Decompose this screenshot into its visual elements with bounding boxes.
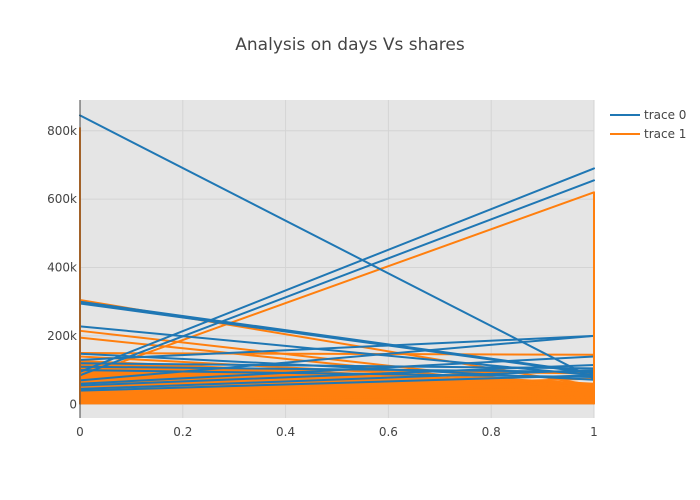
trace-1-segment: [79, 191, 595, 378]
trace-0-segment: [79, 369, 595, 378]
y-tick-label: 600k: [47, 192, 77, 206]
trace-1-segment: [79, 352, 595, 356]
trace-0-segment: [79, 167, 595, 373]
y-tick-label: 400k: [47, 261, 77, 275]
x-tick-label: 0.6: [379, 425, 398, 439]
x-tick-label: 0.4: [276, 425, 295, 439]
y-tick-label: 200k: [47, 329, 77, 343]
axes: 0 0.2 0.4 0.6 0.8 1 0 200k 400k 600k 800k: [47, 100, 598, 439]
trace-0-segment: [79, 334, 595, 382]
legend-label-trace-1: trace 1: [644, 127, 686, 141]
trace-1-segment: [79, 377, 595, 396]
x-tick-label: 1: [590, 425, 598, 439]
series-lines: [79, 114, 595, 405]
legend: trace 0 trace 1: [610, 108, 686, 141]
trace-0-segment: [79, 374, 595, 392]
x-tick-label: 0.8: [482, 425, 501, 439]
x-tick-label: 0.2: [173, 425, 192, 439]
y-tick-label: 0: [69, 397, 77, 411]
trace-1-segment: [79, 396, 595, 404]
trace-0-segment: [79, 334, 595, 361]
trace-0-segment: [79, 355, 595, 385]
x-tick-label: 0: [76, 425, 84, 439]
legend-label-trace-0: trace 0: [644, 108, 686, 122]
trace-0-segment: [79, 179, 595, 377]
trace-0-segment: [79, 369, 595, 390]
trace-0-segment: [79, 114, 595, 380]
trace-0-segment: [79, 364, 595, 387]
chart-title: Analysis on days Vs shares: [235, 35, 465, 55]
trace-1-segment: [79, 393, 595, 402]
y-tick-label: 800k: [47, 124, 77, 138]
